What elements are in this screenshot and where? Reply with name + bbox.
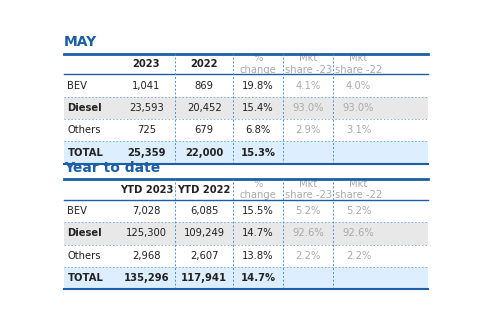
Text: 19.8%: 19.8% (242, 81, 274, 91)
Text: %
change: % change (240, 179, 276, 200)
Text: Year to date: Year to date (64, 160, 160, 175)
Text: Mkt
share -22: Mkt share -22 (335, 53, 382, 75)
Text: 3.1%: 3.1% (346, 125, 371, 135)
Text: 14.7%: 14.7% (242, 228, 274, 239)
Text: TOTAL: TOTAL (67, 273, 103, 283)
Text: 2.2%: 2.2% (346, 251, 371, 261)
Text: 869: 869 (195, 81, 214, 91)
Text: 15.5%: 15.5% (242, 206, 274, 216)
Bar (64, 97, 428, 119)
Text: 92.6%: 92.6% (343, 228, 374, 239)
Text: 117,941: 117,941 (181, 273, 227, 283)
Text: 4.0%: 4.0% (346, 81, 371, 91)
Text: 6,085: 6,085 (190, 206, 218, 216)
Text: 93.0%: 93.0% (293, 103, 324, 113)
Text: Mkt
share -23: Mkt share -23 (285, 179, 332, 200)
Text: 135,296: 135,296 (124, 273, 169, 283)
Text: 23,593: 23,593 (129, 103, 164, 113)
Text: MAY: MAY (64, 35, 97, 49)
Text: 93.0%: 93.0% (343, 103, 374, 113)
Text: 125,300: 125,300 (126, 228, 167, 239)
Text: BEV: BEV (67, 81, 87, 91)
Text: Others: Others (67, 125, 101, 135)
Text: 7,028: 7,028 (132, 206, 161, 216)
Text: BEV: BEV (67, 206, 87, 216)
Bar (64, 142, 428, 164)
Text: TOTAL: TOTAL (67, 148, 103, 158)
Bar (64, 267, 428, 289)
Text: 5.2%: 5.2% (346, 206, 371, 216)
Text: 13.8%: 13.8% (242, 251, 274, 261)
Text: 725: 725 (137, 125, 156, 135)
Text: 679: 679 (194, 125, 214, 135)
Text: 6.8%: 6.8% (245, 125, 271, 135)
Text: YTD 2022: YTD 2022 (178, 184, 231, 194)
Text: 15.4%: 15.4% (242, 103, 274, 113)
Text: 2,607: 2,607 (190, 251, 218, 261)
Text: %
change: % change (240, 53, 276, 75)
Text: Diesel: Diesel (67, 228, 102, 239)
Text: Mkt
share -23: Mkt share -23 (285, 53, 332, 75)
Text: 14.7%: 14.7% (240, 273, 276, 283)
Text: 4.1%: 4.1% (296, 81, 321, 91)
Text: Mkt
share -22: Mkt share -22 (335, 179, 382, 200)
Bar (64, 222, 428, 245)
Text: 109,249: 109,249 (183, 228, 225, 239)
Text: 15.3%: 15.3% (240, 148, 276, 158)
Text: 2023: 2023 (133, 59, 160, 69)
Text: 1,041: 1,041 (132, 81, 161, 91)
Text: 2022: 2022 (191, 59, 218, 69)
Text: 25,359: 25,359 (127, 148, 166, 158)
Text: 92.6%: 92.6% (292, 228, 324, 239)
Text: 22,000: 22,000 (185, 148, 223, 158)
Text: Others: Others (67, 251, 101, 261)
Text: 2.9%: 2.9% (296, 125, 321, 135)
Text: 2,968: 2,968 (132, 251, 161, 261)
Text: YTD 2023: YTD 2023 (120, 184, 173, 194)
Text: 20,452: 20,452 (187, 103, 222, 113)
Text: Diesel: Diesel (67, 103, 102, 113)
Text: 2.2%: 2.2% (296, 251, 321, 261)
Text: 5.2%: 5.2% (296, 206, 321, 216)
